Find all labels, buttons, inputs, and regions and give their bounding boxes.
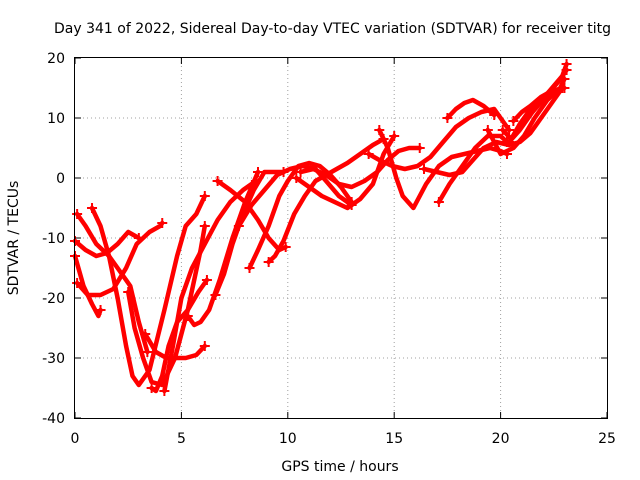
series-track-1 xyxy=(72,253,103,319)
plus-marker xyxy=(210,290,221,300)
plus-marker xyxy=(414,143,425,153)
y-tick-label: 10 xyxy=(47,111,65,127)
plus-marker xyxy=(497,125,508,135)
plus-marker xyxy=(87,203,98,213)
plus-marker xyxy=(157,218,168,228)
y-tick-label: 0 xyxy=(56,171,65,187)
x-tick-label: 25 xyxy=(598,431,616,447)
x-tick-label: 0 xyxy=(71,431,80,447)
plot-frame xyxy=(74,57,608,419)
series-track-3 xyxy=(74,220,165,298)
y-tick-label: -40 xyxy=(42,411,65,427)
plus-marker xyxy=(561,65,572,75)
plus-marker xyxy=(389,131,400,141)
series-track-22 xyxy=(445,97,497,121)
plus-marker xyxy=(199,221,210,231)
series-track-6 xyxy=(125,223,208,388)
x-tick-label: 15 xyxy=(385,431,403,447)
series-track-15 xyxy=(236,163,354,229)
plus-marker xyxy=(146,383,157,393)
plus-marker xyxy=(159,386,170,396)
x-tick-label: 20 xyxy=(492,431,510,447)
series-track-10 xyxy=(185,169,261,328)
y-tick-label: -30 xyxy=(42,351,65,367)
plus-marker xyxy=(418,164,429,174)
x-tick-label: 5 xyxy=(177,431,186,447)
plus-marker xyxy=(72,209,83,219)
plus-marker xyxy=(295,167,306,177)
series-track-11 xyxy=(213,169,286,298)
plus-marker xyxy=(508,116,519,126)
plus-marker xyxy=(201,275,212,285)
plus-marker xyxy=(123,287,134,297)
series-track-4 xyxy=(74,211,150,355)
x-axis-title: GPS time / hours xyxy=(281,459,398,475)
x-tick-label: 10 xyxy=(279,431,297,447)
data-tracks xyxy=(70,59,572,396)
plus-marker xyxy=(374,125,385,135)
series-track-18 xyxy=(377,127,510,211)
chart-title: Day 341 of 2022, Sidereal Day-to-day VTE… xyxy=(54,21,611,37)
plus-marker xyxy=(95,305,106,315)
plus-marker xyxy=(442,113,453,123)
plus-marker xyxy=(233,221,244,231)
plus-marker xyxy=(291,173,302,183)
series-track-16 xyxy=(298,145,422,190)
series-track-17 xyxy=(294,133,397,211)
series-track-8 xyxy=(142,331,208,361)
series-track-19 xyxy=(366,106,512,172)
y-axis-title: SDTVAR / TECUs xyxy=(6,181,22,296)
series-track-26 xyxy=(506,67,569,145)
series-track-20 xyxy=(436,133,510,205)
y-tick-label: -10 xyxy=(42,231,65,247)
plus-marker xyxy=(363,149,374,159)
plus-marker xyxy=(559,83,570,93)
plus-marker xyxy=(140,329,151,339)
plus-marker xyxy=(142,347,153,357)
series-track-25 xyxy=(511,85,567,124)
plus-marker xyxy=(182,311,193,321)
plus-marker xyxy=(244,263,255,273)
axis-ticks: 0 5 10 15 20 25 -40 -30 -20 -10 0 10 20 xyxy=(42,51,616,447)
plus-marker xyxy=(263,257,274,267)
plus-marker xyxy=(199,191,210,201)
y-tick-label: 20 xyxy=(47,51,65,67)
plus-marker xyxy=(72,278,83,288)
plus-marker xyxy=(482,125,493,135)
plus-marker xyxy=(433,197,444,207)
plus-marker xyxy=(253,167,264,177)
plus-marker xyxy=(199,341,210,351)
series-track-5 xyxy=(89,193,208,388)
plus-marker xyxy=(489,110,500,120)
y-tick-label: -20 xyxy=(42,291,65,307)
plus-marker xyxy=(504,137,515,147)
plus-marker xyxy=(212,176,223,186)
